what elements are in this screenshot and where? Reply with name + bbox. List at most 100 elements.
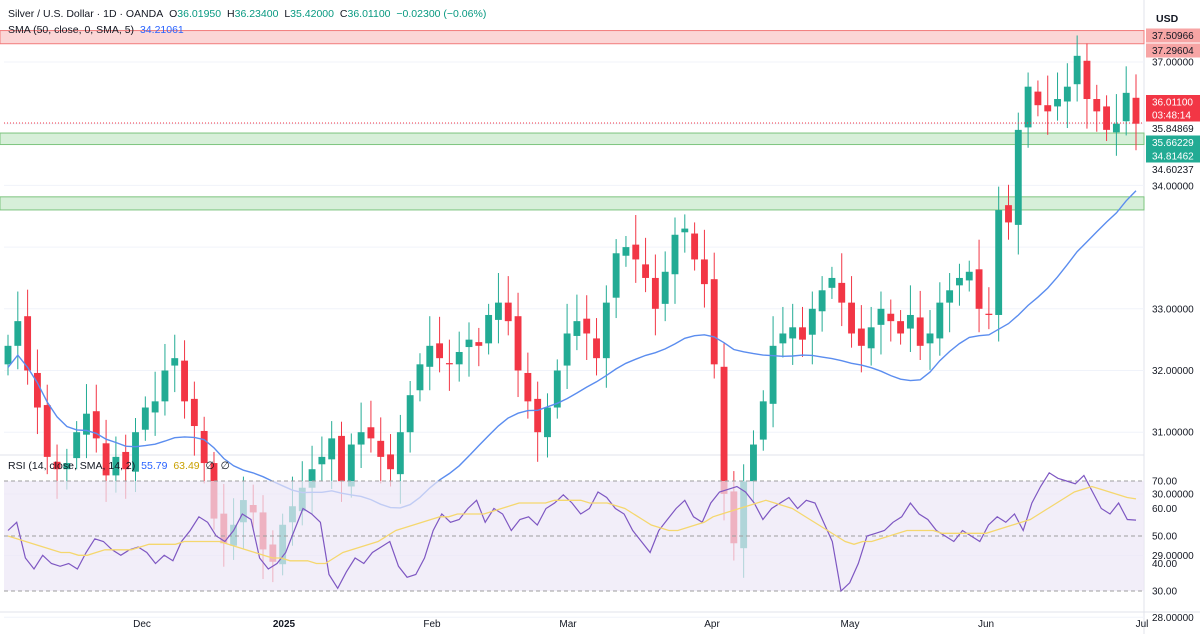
candle[interactable] (808, 308, 816, 335)
candle[interactable] (906, 314, 914, 329)
candle[interactable] (828, 277, 836, 288)
candle[interactable] (563, 333, 571, 366)
candle[interactable] (936, 302, 944, 339)
candle[interactable] (141, 407, 149, 430)
candle[interactable] (926, 333, 934, 344)
candle[interactable] (661, 271, 669, 304)
candle[interactable] (867, 327, 875, 349)
rsi-legend[interactable]: RSI (14, close, SMA, 14, 2) 55.79 63.49 … (8, 460, 233, 472)
candle[interactable] (171, 358, 179, 366)
candle[interactable] (92, 411, 100, 439)
candle[interactable] (396, 432, 404, 475)
candle[interactable] (1112, 123, 1120, 133)
candle[interactable] (1063, 86, 1071, 102)
candle[interactable] (53, 461, 61, 470)
candle[interactable] (504, 302, 512, 322)
rsi-line[interactable] (7, 471, 1137, 593)
candle[interactable] (779, 333, 787, 344)
candle[interactable] (759, 401, 767, 440)
candle[interactable] (1073, 55, 1081, 85)
candle[interactable] (583, 318, 591, 334)
candle[interactable] (553, 370, 561, 408)
candle[interactable] (83, 413, 90, 435)
candle[interactable] (387, 454, 394, 470)
candle[interactable] (887, 313, 895, 322)
candle[interactable] (818, 290, 826, 312)
candle[interactable] (328, 438, 336, 460)
candle[interactable] (367, 427, 375, 439)
candle[interactable] (308, 469, 316, 488)
candle[interactable] (455, 351, 463, 365)
candle[interactable] (338, 435, 345, 482)
candle[interactable] (622, 247, 630, 256)
sma-line[interactable] (7, 190, 1137, 509)
candle[interactable] (112, 456, 120, 476)
candle[interactable] (132, 432, 139, 472)
candle[interactable] (612, 253, 620, 298)
symbol-title[interactable]: Silver / U.S. Dollar · 1D · OANDA (8, 8, 164, 20)
candle[interactable] (514, 316, 522, 371)
candle[interactable] (436, 343, 444, 359)
candle[interactable] (200, 430, 208, 464)
candle[interactable] (1083, 60, 1091, 100)
candle[interactable] (700, 259, 708, 285)
candle[interactable] (897, 321, 905, 334)
candle[interactable] (122, 451, 130, 470)
candle[interactable] (848, 302, 855, 334)
candle[interactable] (377, 440, 385, 457)
candle[interactable] (1054, 99, 1061, 107)
candle[interactable] (534, 398, 542, 433)
candle[interactable] (720, 366, 728, 494)
candle[interactable] (426, 345, 434, 367)
candle[interactable] (416, 364, 424, 391)
candle[interactable] (445, 363, 453, 365)
candle[interactable] (916, 317, 924, 346)
candle[interactable] (838, 282, 846, 303)
candle[interactable] (671, 234, 679, 275)
candle[interactable] (1103, 106, 1111, 130)
candle[interactable] (710, 279, 718, 365)
candle[interactable] (573, 321, 581, 336)
candle[interactable] (602, 302, 610, 359)
candle[interactable] (181, 360, 188, 402)
candle[interactable] (43, 405, 51, 457)
candle[interactable] (877, 308, 885, 325)
candle[interactable] (750, 444, 757, 482)
candle[interactable] (357, 432, 365, 445)
candle[interactable] (161, 370, 169, 402)
candle[interactable] (769, 345, 777, 404)
zone-red[interactable] (0, 30, 1145, 45)
candle[interactable] (1005, 205, 1012, 223)
candle[interactable] (789, 327, 797, 339)
candle[interactable] (1014, 129, 1022, 225)
candle[interactable] (1132, 97, 1140, 124)
candle[interactable] (14, 321, 22, 346)
candle[interactable] (495, 302, 502, 320)
candle[interactable] (406, 395, 414, 433)
zone-green[interactable] (0, 132, 1145, 146)
zone-green[interactable] (0, 196, 1145, 211)
candle[interactable] (965, 271, 973, 281)
candle[interactable] (985, 313, 993, 315)
candle[interactable] (73, 432, 81, 459)
candle[interactable] (632, 244, 640, 260)
candle[interactable] (995, 210, 1003, 315)
candle[interactable] (524, 372, 532, 402)
candle[interactable] (691, 233, 699, 260)
candle[interactable] (24, 316, 32, 371)
candle[interactable] (465, 339, 473, 348)
candle[interactable] (946, 290, 954, 303)
candle[interactable] (642, 264, 649, 278)
candle[interactable] (1093, 99, 1101, 112)
candle[interactable] (1024, 86, 1032, 128)
candle[interactable] (593, 338, 600, 359)
candle[interactable] (318, 456, 326, 465)
candle[interactable] (190, 398, 198, 427)
candle[interactable] (651, 277, 659, 309)
candle[interactable] (102, 443, 110, 476)
candle[interactable] (544, 407, 551, 438)
candle[interactable] (956, 277, 963, 286)
candle[interactable] (975, 269, 983, 309)
candle[interactable] (681, 228, 689, 233)
